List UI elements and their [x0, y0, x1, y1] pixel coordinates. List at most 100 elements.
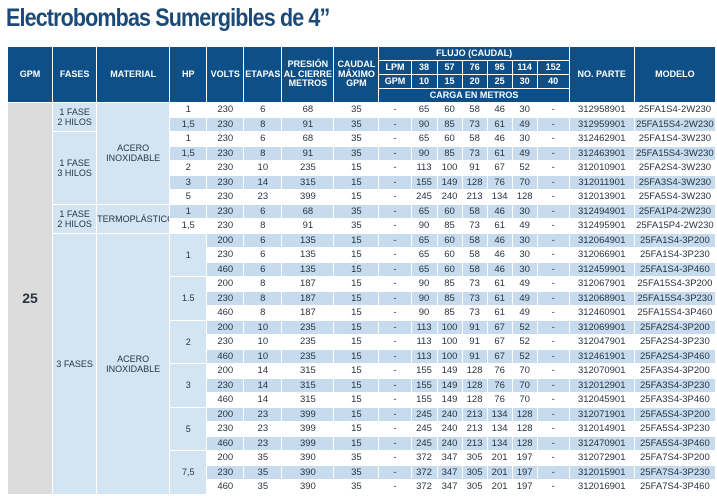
pump-spec-table: GPM FASES MATERIAL HP VOLTS ETAPAS PRESI…: [6, 46, 717, 495]
flow-lpm-cell: -: [378, 305, 412, 321]
flow-114-cell: 70: [511, 392, 538, 408]
volts-cell: 230: [206, 421, 245, 437]
presion-cell: 315: [281, 392, 335, 408]
volts-cell: 230: [206, 189, 245, 205]
table-row: 230 8 187 15-90 85 73 61 49-312068901 25FA15S4-3…: [8, 290, 717, 306]
flow-95-cell: 46: [486, 102, 513, 118]
etapas-cell: 10: [243, 334, 283, 350]
part-number-cell: 312011901: [568, 174, 635, 190]
etapas-cell: 35: [243, 450, 283, 466]
presion-cell: 390: [281, 464, 335, 480]
table-row: 230 23 399 15-245 240 213 134 128-312014901 25FA…: [8, 421, 717, 437]
flow-114-cell: 70: [511, 363, 538, 379]
volts-cell: 230: [206, 377, 245, 393]
flow-57-cell: 240: [436, 421, 463, 437]
caudal-cell: 15: [333, 189, 380, 205]
flow-95-cell: 67: [486, 160, 513, 176]
flow-114-cell: 52: [511, 319, 538, 335]
flow-lpm-cell: -: [378, 102, 412, 118]
presion-cell: 235: [281, 319, 335, 335]
model-cell: 25FA15S4-3W230: [633, 145, 717, 161]
volts-cell: 200: [206, 276, 245, 292]
flow-114-cell: 197: [511, 479, 538, 495]
header-presion: PRESIÓN AL CIERRE METROS: [281, 46, 335, 103]
etapas-cell: 8: [243, 145, 283, 161]
presion-cell: 399: [281, 189, 335, 205]
presion-cell: 390: [281, 450, 335, 466]
gpm-cell: 25: [6, 102, 54, 495]
presion-cell: 91: [281, 218, 335, 234]
flow-lpm-cell: -: [378, 116, 412, 132]
flow-114-cell: 128: [511, 189, 538, 205]
presion-cell: 235: [281, 348, 335, 364]
flow-95-cell: 67: [486, 334, 513, 350]
flow-lpm-cell: -: [378, 218, 412, 234]
flow-114-cell: 30: [511, 247, 538, 263]
caudal-cell: 35: [333, 479, 380, 495]
part-number-cell: 312495901: [568, 218, 635, 234]
header-lpm-1: 38: [410, 60, 438, 75]
header-gpm: GPM: [6, 46, 54, 103]
flow-152-cell: -: [536, 261, 570, 277]
flow-95-cell: 201: [486, 464, 513, 480]
flow-114-cell: 52: [511, 334, 538, 350]
hp-cell: 5: [169, 406, 208, 451]
flow-76-cell: 91: [461, 334, 488, 350]
flow-152-cell: -: [536, 145, 570, 161]
model-cell: 25FA1S4-3P200: [633, 232, 717, 248]
presion-cell: 399: [281, 421, 335, 437]
etapas-cell: 8: [243, 276, 283, 292]
part-number-cell: 312016901: [568, 479, 635, 495]
presion-cell: 135: [281, 232, 335, 248]
model-cell: 25FA5S4-3P230: [633, 421, 717, 437]
etapas-cell: 8: [243, 305, 283, 321]
caudal-cell: 15: [333, 232, 380, 248]
caudal-cell: 15: [333, 247, 380, 263]
model-cell: 25FA15S4-3P200: [633, 276, 717, 292]
header-fases: FASES: [52, 46, 98, 103]
header-gpm-1: 10: [410, 74, 438, 89]
model-cell: 25FA5S4-3P200: [633, 406, 717, 422]
flow-38-cell: 372: [410, 479, 438, 495]
table-row: 5 200 23 399 15-245 240 213 134 128-312071901 25F…: [8, 406, 717, 451]
flow-95-cell: 46: [486, 247, 513, 263]
volts-cell: 460: [206, 435, 245, 451]
part-number-cell: 312470901: [568, 435, 635, 451]
flow-114-cell: 128: [511, 421, 538, 437]
material-cell: TERMOPLÁSTICO: [96, 203, 171, 234]
flow-57-cell: 149: [436, 392, 463, 408]
volts-cell: 230: [206, 174, 245, 190]
flow-114-cell: 49: [511, 305, 538, 321]
etapas-cell: 14: [243, 363, 283, 379]
flow-114-cell: 197: [511, 450, 538, 466]
table-row: 460 14 315 15-155 149 128 76 70-312045901 25FA3S…: [8, 392, 717, 408]
flow-152-cell: -: [536, 203, 570, 219]
flow-76-cell: 58: [461, 261, 488, 277]
table-row: 460 23 399 15-245 240 213 134 128-312470901 25FA…: [8, 435, 717, 451]
flow-95-cell: 134: [486, 435, 513, 451]
hp-cell: 1: [169, 102, 208, 118]
part-number-cell: 312462901: [568, 131, 635, 147]
table-row: 3 230 14 315 15-155 149 128 76 70-312011901 25FA3…: [8, 174, 717, 190]
flow-76-cell: 73: [461, 145, 488, 161]
presion-cell: 187: [281, 305, 335, 321]
flow-lpm-cell: -: [378, 392, 412, 408]
etapas-cell: 14: [243, 377, 283, 393]
etapas-cell: 8: [243, 218, 283, 234]
flow-114-cell: 30: [511, 261, 538, 277]
flow-152-cell: -: [536, 464, 570, 480]
etapas-cell: 23: [243, 435, 283, 451]
flow-114-cell: 49: [511, 218, 538, 234]
flow-76-cell: 73: [461, 218, 488, 234]
part-number-cell: 312463901: [568, 145, 635, 161]
fases-cell: 1 FASE 2 HILOS: [52, 203, 98, 234]
model-cell: 25FA2S4-3P200: [633, 319, 717, 335]
flow-76-cell: 58: [461, 203, 488, 219]
header-gpm-0: GPM: [378, 74, 412, 89]
table-row: 460 6 135 15-65 60 58 46 30-312459901 25FA1S4-3P…: [8, 261, 717, 277]
caudal-cell: 15: [333, 334, 380, 350]
volts-cell: 230: [206, 464, 245, 480]
flow-76-cell: 91: [461, 348, 488, 364]
caudal-cell: 15: [333, 319, 380, 335]
caudal-cell: 35: [333, 203, 380, 219]
